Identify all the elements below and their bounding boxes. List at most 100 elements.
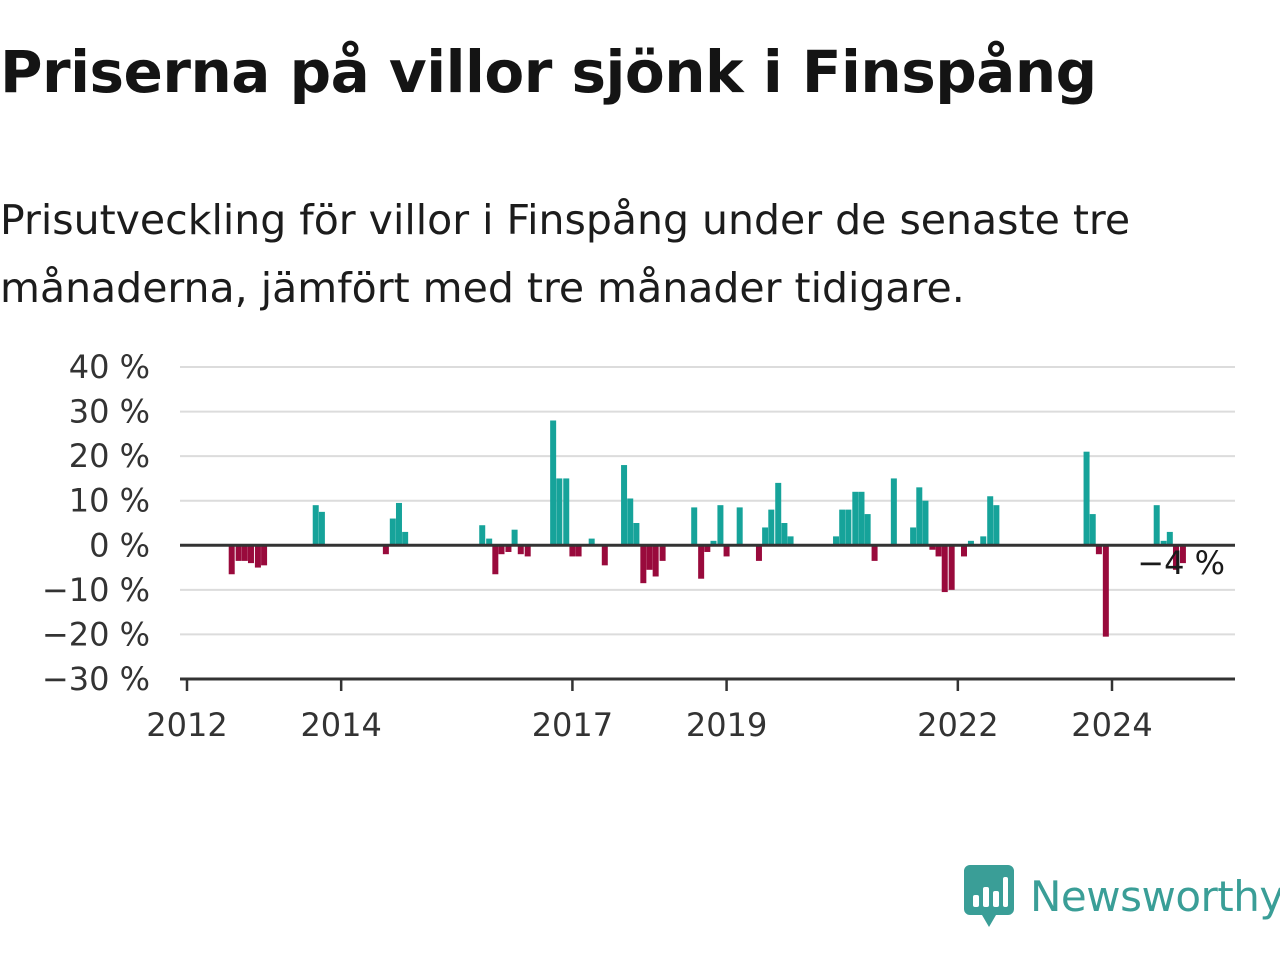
y-tick-label: 20 % [69, 437, 150, 475]
bar [228, 545, 235, 575]
brand-name: Newsworthy [1030, 871, 1280, 921]
bar [575, 545, 582, 557]
x-tick-label: 2012 [146, 706, 227, 744]
bar [852, 491, 859, 546]
bar [864, 514, 871, 546]
bar [254, 545, 261, 568]
bar [318, 511, 325, 546]
bar [627, 498, 634, 546]
bar [517, 545, 524, 555]
bar [910, 527, 917, 546]
axis-labels: 40 % 30 % 20 % 10 % 0 % −10 % −20 % −30 % 2012 20… [42, 348, 1225, 744]
page-subtitle: Prisutveckling för villor i Finspång und… [0, 196, 1131, 312]
bar [755, 545, 762, 561]
bar [524, 545, 531, 557]
bar [389, 518, 396, 546]
bar [247, 545, 254, 564]
bar [633, 523, 640, 546]
bar [235, 545, 242, 561]
bar [916, 487, 923, 546]
latest-value-label: −4 % [1137, 544, 1225, 582]
y-tick-label: 30 % [69, 393, 150, 431]
bar [961, 545, 967, 557]
x-tick-label: 2017 [532, 706, 613, 744]
bar [890, 478, 897, 546]
bar [710, 540, 717, 546]
bar [479, 525, 486, 546]
bar [935, 545, 942, 557]
brand-logo: Newsworthy [964, 864, 1280, 928]
bar [588, 538, 595, 546]
bar [601, 545, 608, 566]
bar [717, 505, 724, 546]
y-tick-label: 10 % [69, 482, 150, 520]
bar [569, 545, 576, 557]
y-tick-label: −20 % [42, 615, 150, 653]
bars [228, 420, 1186, 637]
bar [1083, 451, 1090, 546]
bar [652, 545, 659, 577]
bar [704, 545, 711, 552]
bar [1102, 545, 1109, 637]
bar [498, 545, 505, 555]
bar [1160, 540, 1167, 546]
bar [967, 540, 974, 546]
grid-lines [180, 366, 1235, 636]
bar [871, 545, 878, 561]
x-tick-label: 2022 [917, 706, 998, 744]
bar [395, 502, 402, 546]
page-title: Priserna på villor sjönk i Finspång [0, 38, 1097, 106]
bar [492, 545, 499, 575]
bar [858, 491, 865, 546]
bar [1095, 545, 1102, 555]
bar [1089, 514, 1096, 546]
bar [241, 545, 248, 561]
bar [736, 507, 743, 546]
bar [646, 545, 653, 570]
x-tick-label: 2014 [300, 706, 381, 744]
bar [312, 505, 319, 546]
y-tick-label: 40 % [69, 348, 150, 386]
bar [768, 509, 775, 546]
bar [1179, 545, 1186, 564]
bar [402, 531, 409, 546]
bar [550, 420, 557, 546]
bar [929, 545, 936, 550]
bar [775, 482, 782, 546]
y-tick-label: −10 % [42, 571, 150, 609]
x-tick-label: 2019 [686, 706, 767, 744]
bar [833, 536, 840, 546]
bar [640, 545, 647, 584]
bar [659, 545, 666, 561]
bar [781, 523, 788, 546]
bar [511, 529, 518, 546]
bar [980, 536, 987, 546]
bar [621, 465, 628, 546]
bar [723, 545, 730, 557]
bar [382, 545, 389, 555]
bar [261, 545, 268, 566]
bar [762, 527, 769, 546]
bar [941, 545, 948, 593]
bar [698, 545, 705, 579]
bar [839, 509, 846, 546]
axes [180, 543, 1235, 691]
y-tick-label: −30 % [42, 660, 150, 698]
bar [505, 545, 512, 552]
bar [691, 507, 698, 546]
bar [948, 545, 955, 590]
bar-chart-speech-bubble-icon [964, 865, 1014, 927]
bar [987, 496, 994, 546]
bar [563, 478, 570, 546]
bar [556, 478, 563, 546]
x-tick-label: 2024 [1071, 706, 1152, 744]
bar [993, 505, 1000, 546]
bar-chart: 40 % 30 % 20 % 10 % 0 % −10 % −20 % −30 % 2012 20… [42, 348, 1235, 744]
bar [845, 509, 852, 546]
y-tick-label: 0 % [89, 526, 150, 564]
bar [787, 536, 794, 546]
bar [1172, 545, 1179, 570]
bar [1166, 531, 1173, 546]
bar [922, 500, 929, 546]
